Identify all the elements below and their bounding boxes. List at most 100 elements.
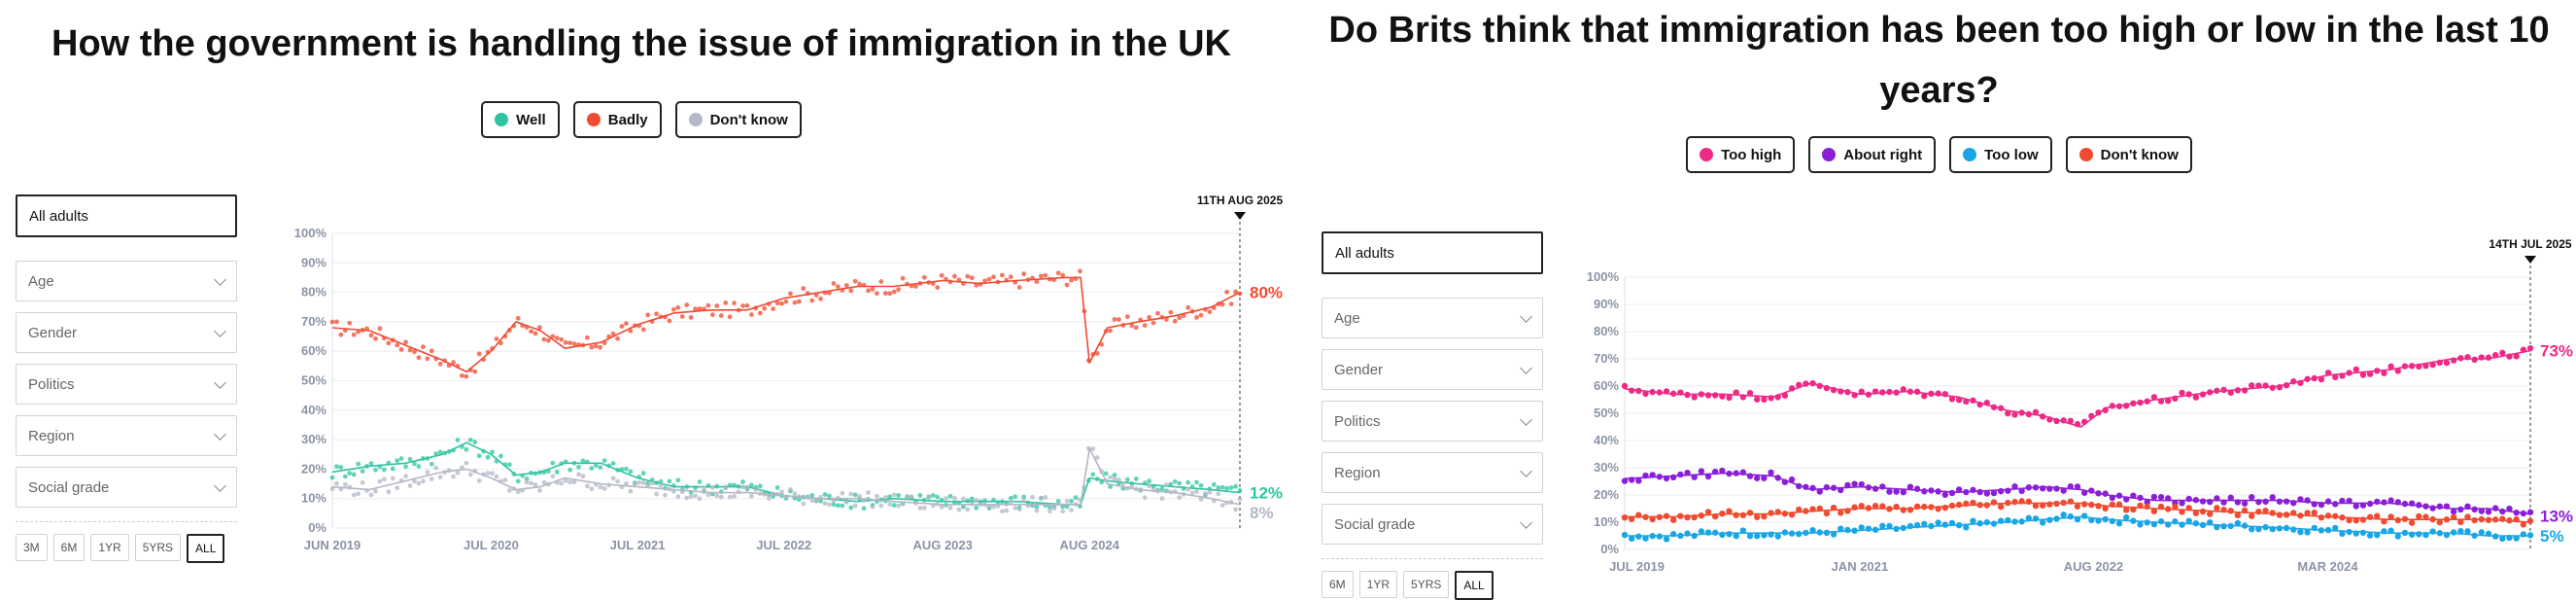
data-point <box>2429 361 2436 369</box>
data-point <box>870 287 876 292</box>
data-point <box>974 498 979 504</box>
data-point <box>744 302 750 308</box>
data-point <box>467 437 473 442</box>
right-line-chart: 0% 10% 20% 30% 40% 50% 60% 70% 80% 90% 100% JUL 201… <box>1587 237 2573 574</box>
data-point <box>1816 488 1823 495</box>
data-point <box>960 496 966 502</box>
data-point <box>822 492 828 497</box>
chevron-down-icon <box>1520 464 1532 477</box>
age-select[interactable]: Age <box>1322 298 1543 338</box>
data-point <box>2102 406 2109 413</box>
chevron-down-icon <box>1520 515 1532 529</box>
legend-dont-know[interactable]: Don't know <box>2065 136 2192 173</box>
select-label: Politics <box>28 375 75 393</box>
data-point <box>598 344 603 350</box>
data-point <box>702 485 706 491</box>
data-point <box>377 326 383 332</box>
data-point <box>2332 512 2339 519</box>
data-point <box>947 505 953 511</box>
data-point <box>697 479 703 484</box>
data-point <box>1177 480 1183 486</box>
x-tick-label: JUL 2021 <box>610 538 666 552</box>
data-point <box>705 302 711 308</box>
legend-well[interactable]: Well <box>481 101 560 138</box>
data-point <box>390 466 395 472</box>
audience-selector[interactable]: All adults <box>1322 231 1543 274</box>
social-grade-select[interactable]: Social grade <box>1322 504 1543 545</box>
data-point <box>550 474 556 479</box>
range-1yr[interactable]: 1YR <box>90 534 129 561</box>
chevron-down-icon <box>1520 309 1532 323</box>
y-tick-label: 0% <box>308 520 326 535</box>
legend-badly[interactable]: Badly <box>572 101 662 138</box>
range-all[interactable]: ALL <box>1455 571 1494 600</box>
data-point <box>2416 512 2422 520</box>
data-point <box>723 300 729 305</box>
data-point <box>1112 317 1117 322</box>
range-3m[interactable]: 3M <box>16 534 48 561</box>
data-point <box>2332 501 2339 508</box>
audience-selector[interactable]: All adults <box>16 194 237 237</box>
range-5yrs[interactable]: 5YRS <box>134 534 182 561</box>
data-point <box>403 464 409 470</box>
data-point <box>1768 531 1774 538</box>
data-point <box>490 471 495 476</box>
range-5yrs[interactable]: 5YRS <box>1403 571 1450 598</box>
legend-too-low[interactable]: Too low <box>1949 136 2052 173</box>
data-point <box>732 493 738 499</box>
data-point <box>351 472 357 477</box>
legend-too-high[interactable]: Too high <box>1686 136 1796 173</box>
data-point <box>693 306 698 312</box>
range-all[interactable]: ALL <box>187 534 225 563</box>
data-point <box>1069 508 1074 512</box>
gender-select[interactable]: Gender <box>1322 349 1543 390</box>
social-grade-select[interactable]: Social grade <box>16 467 237 508</box>
data-point <box>1233 507 1238 512</box>
data-point <box>727 494 733 500</box>
data-point <box>1983 490 1990 497</box>
region-select[interactable]: Region <box>16 415 237 456</box>
data-point <box>1207 489 1213 495</box>
range-6m[interactable]: 6M <box>1322 571 1354 598</box>
politics-select[interactable]: Politics <box>16 364 237 405</box>
data-point <box>2478 529 2486 536</box>
data-point <box>649 480 655 486</box>
data-point <box>1754 533 1761 540</box>
data-point <box>939 504 945 510</box>
chevron-down-icon <box>214 375 226 389</box>
right-filters: All adults Age Gender Politics Region So… <box>1322 231 1543 600</box>
data-point <box>852 503 858 509</box>
data-point <box>356 461 361 467</box>
legend-about-right[interactable]: About right <box>1808 136 1937 173</box>
data-point <box>1948 396 1956 403</box>
data-point <box>541 336 547 342</box>
data-point <box>1698 468 1705 475</box>
data-point <box>986 504 992 510</box>
data-point <box>1108 475 1113 480</box>
data-point <box>624 321 629 327</box>
gender-select[interactable]: Gender <box>16 312 237 353</box>
data-point <box>1198 312 1204 318</box>
region-select[interactable]: Region <box>1322 452 1543 493</box>
data-point <box>407 456 413 462</box>
data-point <box>1047 505 1052 511</box>
data-point <box>848 491 854 497</box>
data-point <box>705 492 711 498</box>
data-point <box>1219 503 1225 508</box>
data-point <box>529 480 533 486</box>
series-line <box>1624 349 2531 428</box>
y-tick-label: 80% <box>301 285 326 300</box>
range-6m[interactable]: 6M <box>52 534 86 561</box>
data-point <box>490 449 495 455</box>
age-select[interactable]: Age <box>16 261 237 301</box>
data-point <box>1112 472 1117 477</box>
data-point <box>628 488 634 494</box>
range-1yr[interactable]: 1YR <box>1358 571 1398 598</box>
legend-dont-know[interactable]: Don't know <box>674 101 802 138</box>
data-point <box>334 319 339 325</box>
y-tick-label: 80% <box>1594 324 1619 338</box>
data-point <box>338 465 344 470</box>
data-point <box>749 482 754 488</box>
data-point <box>2324 512 2332 519</box>
politics-select[interactable]: Politics <box>1322 401 1543 441</box>
